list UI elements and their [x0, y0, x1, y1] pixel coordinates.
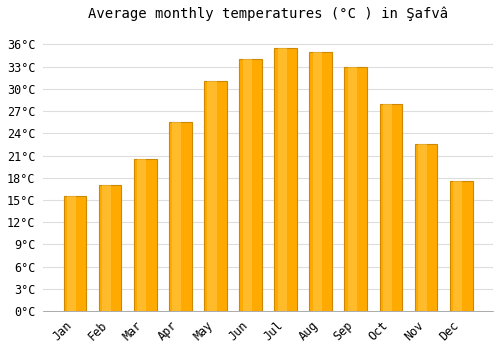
- Bar: [208, 82, 216, 311]
- Bar: [418, 145, 427, 311]
- Bar: [278, 48, 287, 311]
- Bar: [414, 145, 438, 311]
- Bar: [137, 159, 146, 311]
- Bar: [204, 82, 227, 311]
- Bar: [134, 159, 156, 311]
- Bar: [453, 181, 462, 311]
- Bar: [172, 122, 182, 311]
- Bar: [169, 122, 192, 311]
- Bar: [274, 48, 297, 311]
- Bar: [450, 181, 472, 311]
- Bar: [67, 196, 76, 311]
- Bar: [242, 59, 252, 311]
- Bar: [348, 66, 357, 311]
- Bar: [102, 185, 111, 311]
- Bar: [98, 185, 122, 311]
- Bar: [383, 104, 392, 311]
- Bar: [344, 66, 368, 311]
- Bar: [310, 52, 332, 311]
- Bar: [64, 196, 86, 311]
- Title: Average monthly temperatures (°C ) in Şafvâ: Average monthly temperatures (°C ) in Şa…: [88, 7, 448, 21]
- Bar: [313, 52, 322, 311]
- Bar: [239, 59, 262, 311]
- Bar: [380, 104, 402, 311]
